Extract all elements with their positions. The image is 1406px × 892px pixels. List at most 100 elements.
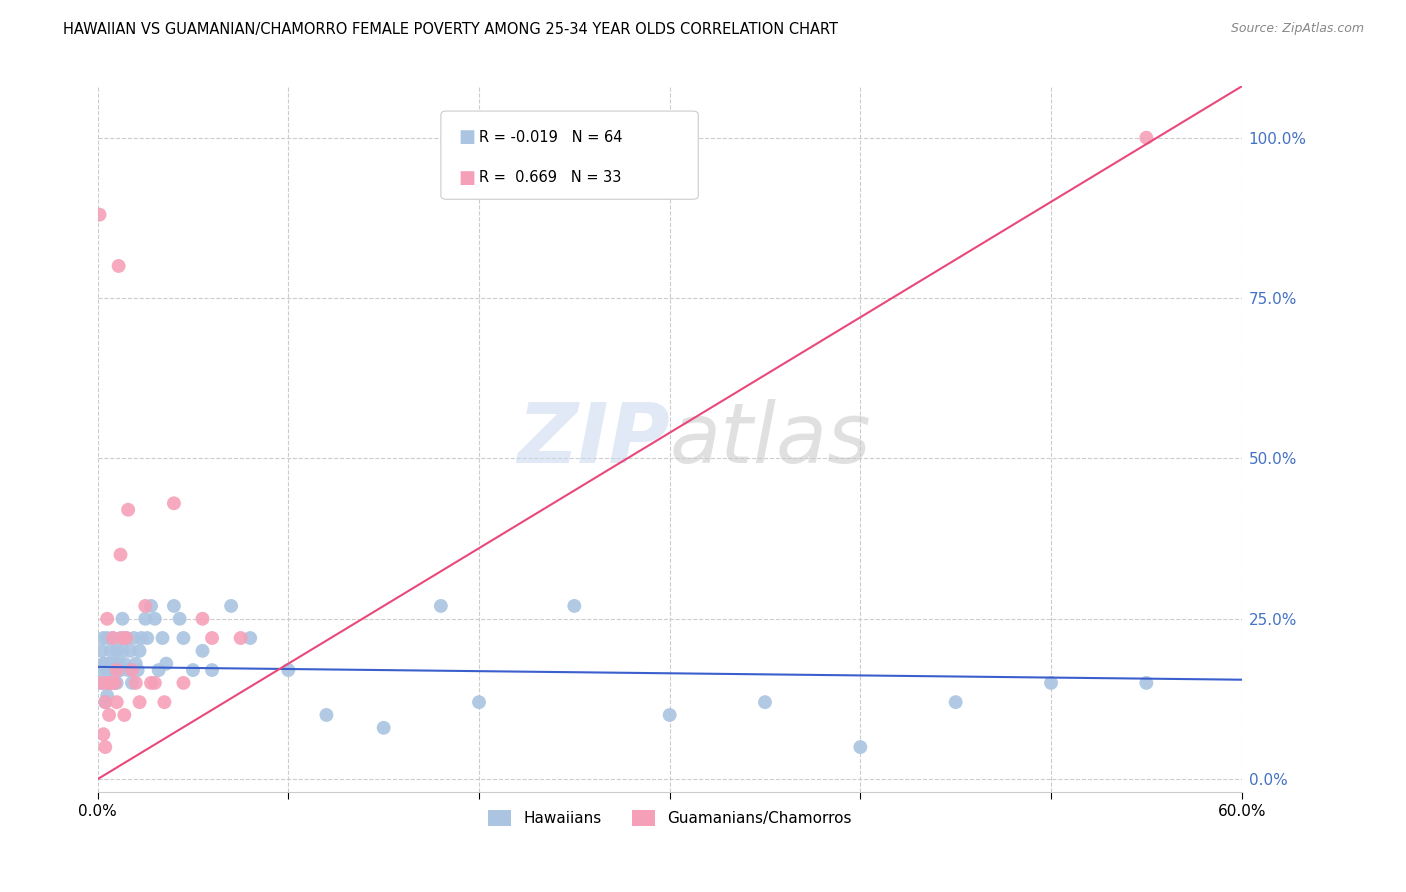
Point [430, 599, 453, 613]
Point [96, 689, 118, 703]
Point [100, 676, 122, 690]
Point [117, 663, 139, 677]
Point [163, 496, 186, 510]
Point [121, 676, 143, 690]
Point [105, 644, 128, 658]
Point [94, 695, 117, 709]
Point [100, 644, 122, 658]
Point [98, 676, 121, 690]
Point [121, 663, 143, 677]
Point [93, 727, 115, 741]
Point [93, 676, 115, 690]
Point [315, 708, 337, 723]
Point [229, 631, 252, 645]
Point [101, 631, 124, 645]
Point [96, 676, 118, 690]
Point [134, 612, 156, 626]
Point [96, 631, 118, 645]
Point [93, 657, 115, 671]
Text: ■: ■ [458, 169, 475, 187]
Point [191, 644, 214, 658]
Point [104, 676, 127, 690]
Point [101, 663, 124, 677]
Point [110, 548, 132, 562]
Point [112, 708, 135, 723]
Text: R = -0.019   N = 64: R = -0.019 N = 64 [478, 130, 621, 145]
Point [105, 676, 128, 690]
Point [111, 612, 134, 626]
Point [127, 663, 149, 677]
Point [107, 259, 129, 273]
Point [136, 631, 159, 645]
FancyBboxPatch shape [441, 112, 699, 199]
Point [117, 502, 139, 516]
Point [120, 644, 142, 658]
Point [201, 663, 224, 677]
Point [94, 657, 117, 671]
Point [1135, 676, 1157, 690]
Point [181, 663, 204, 677]
Point [104, 657, 127, 671]
Text: atlas: atlas [669, 399, 872, 480]
Point [143, 676, 166, 690]
Point [98, 708, 121, 723]
Point [94, 676, 117, 690]
Point [219, 599, 242, 613]
Point [105, 695, 128, 709]
Point [139, 599, 162, 613]
Point [94, 740, 117, 755]
Point [153, 695, 176, 709]
Point [277, 663, 299, 677]
Text: ZIP: ZIP [517, 399, 669, 480]
Point [101, 631, 124, 645]
Point [128, 644, 150, 658]
Point [111, 631, 134, 645]
Point [1040, 676, 1063, 690]
Point [163, 599, 186, 613]
Point [90, 663, 112, 677]
Point [89, 676, 111, 690]
Point [93, 631, 115, 645]
Text: Source: ZipAtlas.com: Source: ZipAtlas.com [1230, 22, 1364, 36]
Point [143, 612, 166, 626]
Point [169, 612, 191, 626]
Point [110, 631, 132, 645]
Point [239, 631, 262, 645]
Point [152, 631, 174, 645]
Point [100, 676, 122, 690]
Point [104, 676, 127, 690]
Point [115, 631, 138, 645]
Point [849, 740, 872, 755]
Point [122, 631, 145, 645]
Point [98, 676, 121, 690]
Point [754, 695, 776, 709]
Point [90, 644, 112, 658]
Point [148, 663, 170, 677]
Point [128, 695, 150, 709]
Point [201, 631, 224, 645]
Point [172, 631, 194, 645]
Point [125, 657, 148, 671]
Point [172, 676, 194, 690]
Text: R =  0.669   N = 33: R = 0.669 N = 33 [478, 170, 621, 186]
Point [107, 657, 129, 671]
Point [134, 599, 156, 613]
Point [191, 612, 214, 626]
Point [90, 676, 112, 690]
Point [125, 676, 148, 690]
Legend: Hawaiians, Guamanians/Chamorros: Hawaiians, Guamanians/Chamorros [481, 803, 859, 834]
Point [96, 663, 118, 677]
Point [110, 663, 132, 677]
Point [562, 599, 585, 613]
Point [139, 676, 162, 690]
Point [98, 657, 121, 671]
Point [131, 631, 153, 645]
Point [105, 663, 128, 677]
Point [94, 695, 117, 709]
Point [112, 657, 135, 671]
Point [945, 695, 967, 709]
Point [468, 695, 491, 709]
Text: HAWAIIAN VS GUAMANIAN/CHAMORRO FEMALE POVERTY AMONG 25-34 YEAR OLDS CORRELATION : HAWAIIAN VS GUAMANIAN/CHAMORRO FEMALE PO… [63, 22, 838, 37]
Point [89, 208, 111, 222]
Point [155, 657, 177, 671]
